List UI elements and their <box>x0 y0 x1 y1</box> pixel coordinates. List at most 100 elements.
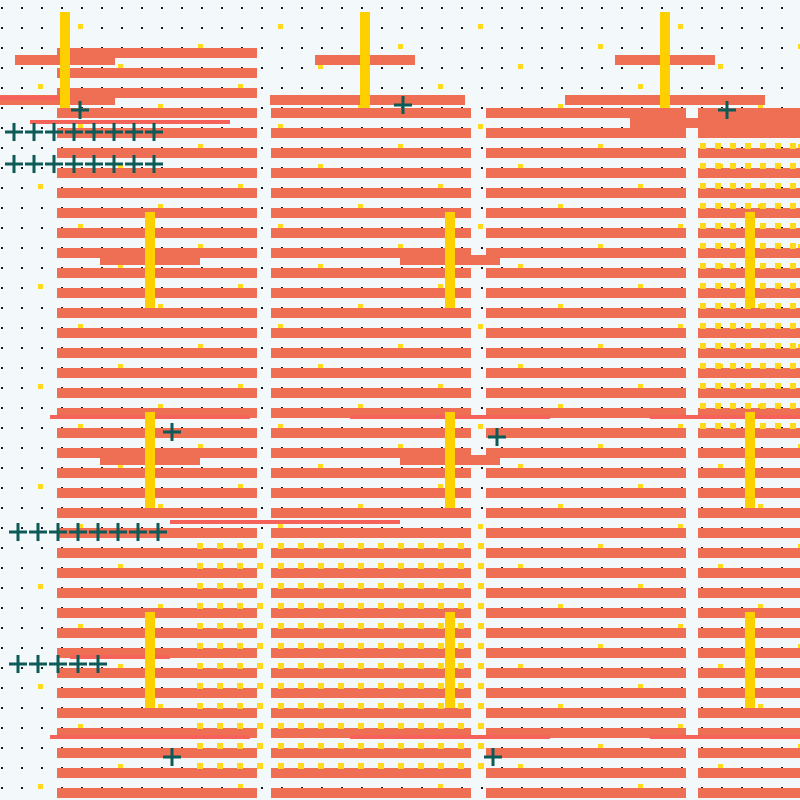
grid-dot <box>581 47 583 49</box>
stripe-column-3-stripe <box>486 108 686 118</box>
yellow-square <box>745 203 751 209</box>
yellow-square <box>730 403 736 409</box>
yellow-square <box>198 144 203 149</box>
grid-dot <box>41 107 43 109</box>
yellow-square <box>418 643 424 649</box>
grid-dot <box>341 87 343 89</box>
grid-dot <box>761 7 763 9</box>
grid-dot <box>561 27 563 29</box>
yellow-bar-layer <box>60 12 755 708</box>
yellow-bar <box>445 412 455 508</box>
stripe-column-1-stripe <box>57 788 257 798</box>
grid-dot <box>21 487 23 489</box>
grid-dot <box>481 147 483 149</box>
yellow-bar <box>445 212 455 308</box>
grid-dot <box>1 727 3 729</box>
grid-dot <box>41 267 43 269</box>
grid-dot <box>41 547 43 549</box>
yellow-square <box>758 504 763 509</box>
yellow-square <box>438 484 443 489</box>
grid-dot <box>41 47 43 49</box>
stripe-column-3-stripe <box>486 488 686 498</box>
grid-dot <box>41 467 43 469</box>
yellow-square <box>38 584 43 589</box>
yellow-square <box>338 743 344 749</box>
cross-icon-bar-v <box>96 655 100 673</box>
grid-dot <box>261 407 263 409</box>
grid-dot <box>1 467 3 469</box>
cross-icon <box>394 96 412 114</box>
yellow-square <box>418 583 424 589</box>
yellow-square <box>598 144 603 149</box>
cross-icon-bar-v <box>92 123 96 141</box>
grid-dot <box>401 67 403 69</box>
yellow-square <box>257 663 263 669</box>
grid-dot <box>261 367 263 369</box>
stripe-column-2-stripe <box>271 788 471 798</box>
grid-dot <box>1 147 3 149</box>
yellow-square <box>458 683 464 689</box>
stripe-column-4-stripe <box>698 128 800 138</box>
grid-dot <box>641 67 643 69</box>
grid-dot <box>741 27 743 29</box>
grid-dot <box>741 47 743 49</box>
stripe-column-1-stripe <box>57 188 257 198</box>
yellow-square <box>598 44 603 49</box>
stripe-column-3-stripe <box>486 368 686 378</box>
yellow-square <box>38 684 43 689</box>
yellow-square <box>478 643 484 649</box>
grid-dot <box>21 7 23 9</box>
grid-dot <box>601 87 603 89</box>
yellow-square <box>318 643 324 649</box>
yellow-bar <box>145 612 155 708</box>
yellow-square <box>715 283 721 289</box>
yellow-square <box>438 384 443 389</box>
grid-dot <box>21 647 23 649</box>
grid-dot <box>261 67 263 69</box>
yellow-square <box>730 283 736 289</box>
grid-dot <box>501 47 503 49</box>
grid-dot <box>1 127 3 129</box>
grid-dot <box>21 687 23 689</box>
grid-dot <box>781 7 783 9</box>
yellow-square <box>278 424 283 429</box>
grid-dot <box>621 67 623 69</box>
grid-dot <box>301 7 303 9</box>
stripe-column-4-stripe <box>698 548 800 558</box>
grid-dot <box>481 187 483 189</box>
yellow-square <box>438 603 444 609</box>
stripe-column-3-stripe <box>486 748 686 758</box>
stripe-column-3-stripe <box>486 408 686 418</box>
yellow-square <box>775 203 781 209</box>
yellow-square <box>700 263 706 269</box>
yellow-square <box>478 524 483 529</box>
stripe-column-1-stripe <box>57 688 257 698</box>
yellow-square <box>775 303 781 309</box>
cross-icon-bar-v <box>156 523 160 541</box>
grid-dot <box>21 187 23 189</box>
yellow-square <box>758 604 763 609</box>
cross-icon-bar-v <box>12 123 16 141</box>
cross-icon-layer <box>5 96 736 766</box>
yellow-square <box>378 583 384 589</box>
yellow-square <box>598 344 603 349</box>
yellow-square <box>518 364 523 369</box>
yellow-square <box>775 343 781 349</box>
yellow-square <box>278 543 284 549</box>
yellow-square <box>790 323 796 329</box>
yellow-square <box>760 163 766 169</box>
grid-dot <box>261 267 263 269</box>
grid-dot <box>421 67 423 69</box>
stripe-column-3-stripe <box>486 588 686 598</box>
grid-dot <box>21 787 23 789</box>
grid-dot <box>781 67 783 69</box>
stripe-column-1-stripe <box>57 628 257 638</box>
grid-dot <box>721 27 723 29</box>
yellow-square <box>678 624 683 629</box>
long-stripe <box>50 735 250 739</box>
grid-dot <box>261 207 263 209</box>
cross-icon <box>89 523 107 541</box>
yellow-square <box>775 283 781 289</box>
grid-dot <box>1 527 3 529</box>
yellow-square <box>715 203 721 209</box>
